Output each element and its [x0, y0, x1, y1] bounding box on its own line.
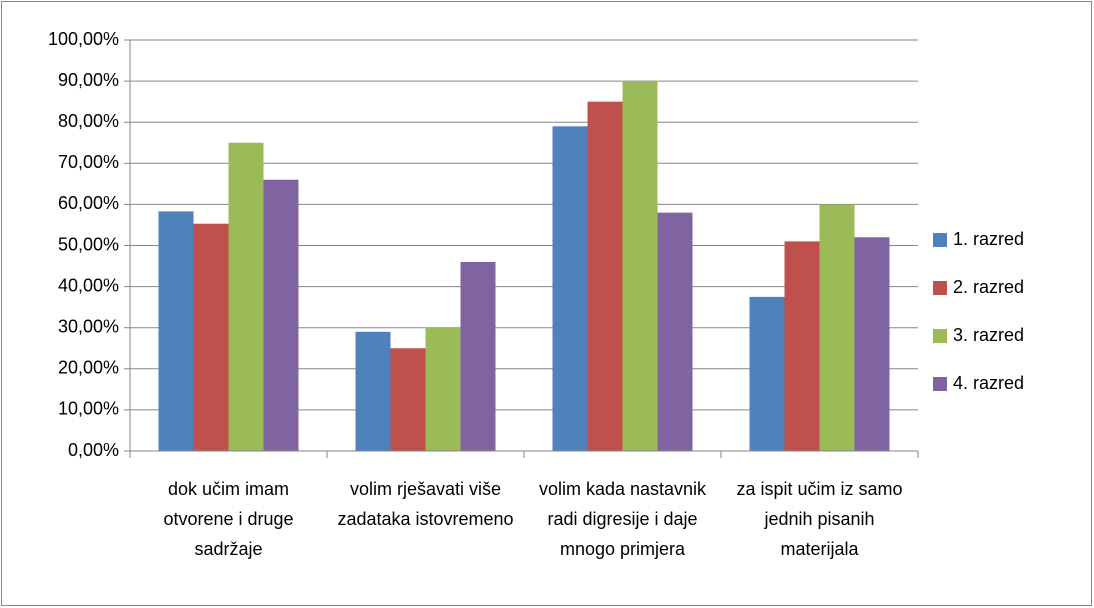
y-tick-label: 60,00% [58, 193, 119, 213]
y-tick-label: 100,00% [48, 29, 119, 49]
bar [819, 204, 855, 451]
legend-swatch [933, 329, 947, 343]
bar [355, 331, 391, 451]
bar [552, 126, 588, 451]
x-tick-label: volim kada nastavnik radi digresije i da… [538, 479, 707, 559]
y-tick-label: 50,00% [58, 234, 119, 254]
x-tick-label: za ispit učim iz samo jednih pisanih mat… [736, 479, 903, 559]
y-tick-label: 10,00% [58, 399, 119, 419]
bar [460, 261, 496, 451]
legend-label: 4. razred [953, 373, 1024, 393]
bar [749, 296, 785, 451]
y-tick-label: 90,00% [58, 70, 119, 90]
y-tick-label: 20,00% [58, 358, 119, 378]
legend-swatch [933, 233, 947, 247]
bar [425, 327, 461, 451]
x-tick-label: dok učim imam otvorene i druge sadržaje [163, 479, 294, 559]
bar [784, 241, 820, 451]
y-tick-label: 30,00% [58, 316, 119, 336]
legend-swatch [933, 281, 947, 295]
y-tick-label: 0,00% [68, 440, 119, 460]
y-tick-label: 70,00% [58, 152, 119, 172]
y-tick-label: 80,00% [58, 111, 119, 131]
legend-label: 3. razred [953, 325, 1024, 345]
bar [622, 81, 658, 451]
legend-label: 2. razred [953, 277, 1024, 297]
legend-label: 1. razred [953, 229, 1024, 249]
bar [228, 142, 264, 451]
bar [587, 101, 623, 452]
bar [263, 179, 299, 452]
legend-swatch [933, 377, 947, 391]
bar [657, 212, 693, 451]
bar [193, 223, 229, 451]
x-tick-label: volim rješavati više zadataka istovremen… [337, 479, 514, 529]
bar [854, 237, 890, 451]
bar [390, 348, 426, 451]
bar [158, 211, 194, 451]
y-tick-label: 40,00% [58, 275, 119, 295]
